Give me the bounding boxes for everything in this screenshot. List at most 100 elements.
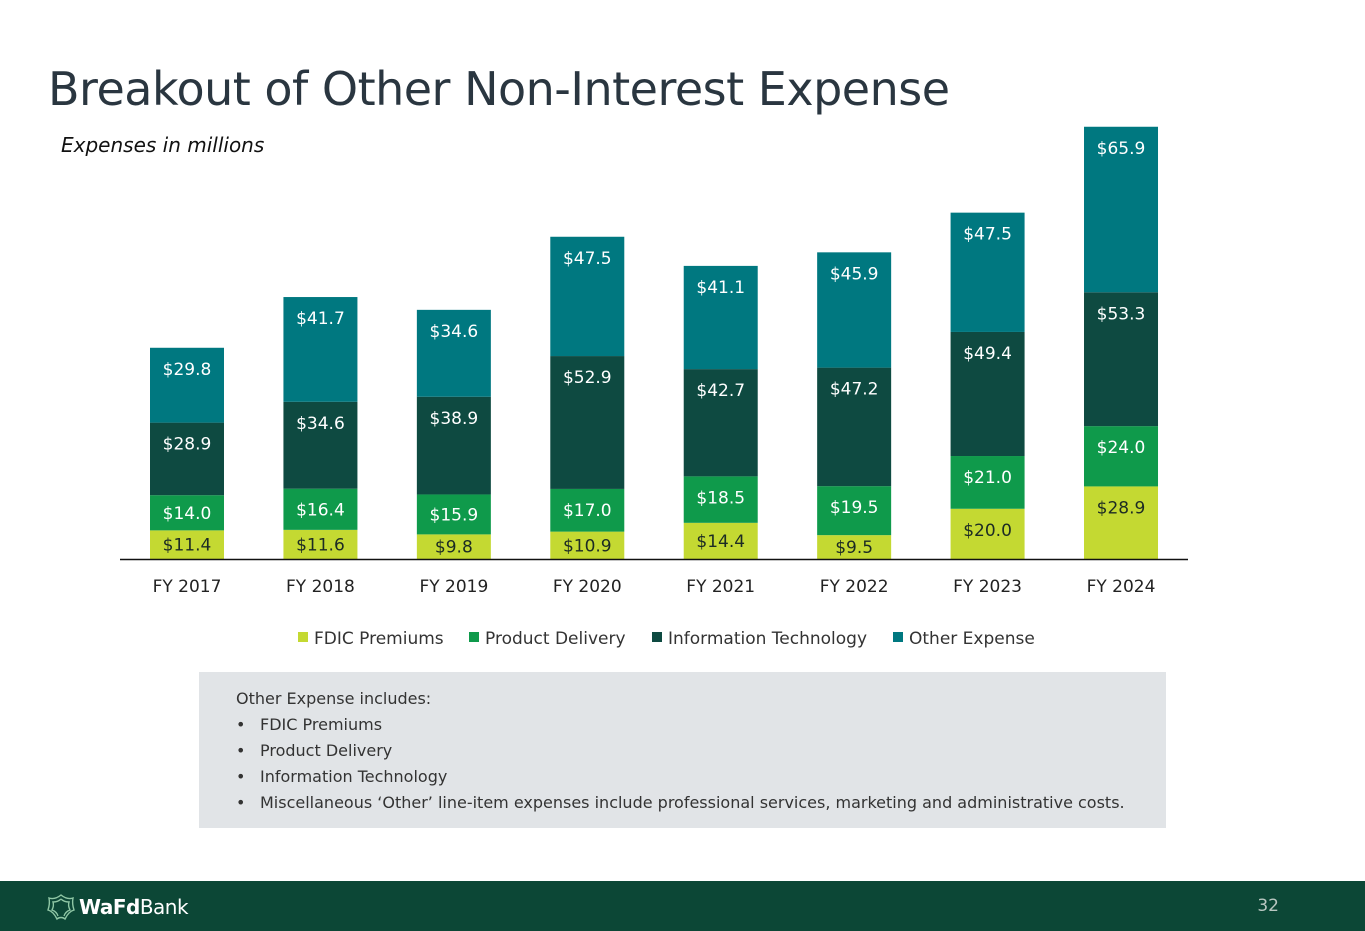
x-tick-label: FY 2022 [820, 577, 889, 597]
data-label: $41.7 [296, 309, 345, 329]
data-label: $49.4 [963, 344, 1012, 364]
stacked-bar-chart: $11.4 $14.0 $28.9 $29.8 FY 2017 $11.6 $16.4 $34… [120, 126, 1188, 649]
bar-segment [683, 522, 758, 559]
data-label: $20.0 [963, 521, 1012, 541]
data-label: $47.5 [563, 249, 612, 269]
data-label: $11.4 [163, 536, 212, 556]
data-label: $9.8 [435, 538, 473, 558]
data-label: $14.4 [696, 532, 745, 552]
data-label: $17.0 [563, 501, 612, 521]
note-heading: Other Expense includes: [236, 689, 432, 708]
bullet-icon: • [236, 793, 246, 812]
bar-segment [683, 369, 758, 477]
data-label: $14.0 [163, 504, 212, 524]
legend-label: Product Delivery [485, 629, 626, 649]
note-item-text: Product Delivery [260, 741, 393, 760]
data-label: $11.6 [296, 535, 345, 555]
footer-bar: WaFdBank 32 [0, 881, 1365, 931]
bar-segment [817, 252, 892, 368]
x-tick-label: FY 2018 [286, 577, 355, 597]
bar-segment [416, 494, 491, 535]
bar-segment [150, 422, 224, 496]
bar-segment [283, 488, 358, 530]
wafd-leaf-logo-icon [47, 894, 75, 921]
bar-segment [416, 396, 491, 495]
data-label: $9.5 [835, 538, 873, 558]
bar-segment [550, 356, 625, 489]
data-label: $47.5 [963, 225, 1012, 245]
legend-label: Information Technology [668, 629, 867, 649]
bar-segment [950, 212, 1025, 332]
bullet-icon: • [236, 767, 246, 786]
legend-swatch [298, 632, 308, 642]
page-title: Breakout of Other Non-Interest Expense [48, 62, 950, 116]
bar-segment [283, 401, 358, 489]
data-label: $38.9 [430, 409, 479, 429]
bar-segment [550, 488, 625, 532]
legend-swatch [469, 632, 479, 642]
data-label: $10.9 [563, 536, 612, 556]
bar-segment [283, 529, 358, 559]
data-label: $21.0 [963, 468, 1012, 488]
note-item: • Product Delivery [236, 738, 1166, 764]
data-label: $19.5 [830, 498, 879, 518]
other-expense-note: Other Expense includes: • FDIC Premiums •… [199, 672, 1166, 828]
brand-name: WaFdBank [79, 895, 189, 919]
note-list: • FDIC Premiums • Product Delivery • Inform… [236, 712, 1166, 816]
bar-segment [817, 367, 892, 487]
note-item: • Information Technology [236, 764, 1166, 790]
data-label: $41.1 [696, 278, 745, 298]
bar-segment [950, 331, 1025, 457]
brand-logo: WaFdBank [46, 893, 189, 921]
data-label: $45.9 [830, 264, 879, 284]
data-label: $29.8 [163, 360, 212, 380]
note-item: • Miscellaneous ‘Other’ line-item expense… [236, 790, 1166, 816]
x-tick-label: FY 2024 [1087, 577, 1156, 597]
data-label: $24.0 [1097, 438, 1146, 458]
bar-segment [683, 476, 758, 523]
bar-segment [1084, 126, 1159, 293]
bullet-icon: • [236, 741, 246, 760]
bar-segment [1084, 292, 1159, 427]
bar-segment [150, 347, 224, 423]
bar-segment [416, 534, 491, 559]
data-label: $53.3 [1097, 304, 1146, 324]
bar-segment [150, 530, 224, 559]
data-label: $16.4 [296, 500, 345, 520]
bar-segment [550, 531, 625, 559]
page-number: 32 [1257, 896, 1279, 916]
x-tick-label: FY 2023 [953, 577, 1022, 597]
x-tick-label: FY 2021 [686, 577, 755, 597]
bar-segment [416, 309, 491, 397]
bar-segment [150, 495, 224, 531]
x-tick-label: FY 2019 [419, 577, 488, 597]
bar-segment [683, 265, 758, 370]
bar-segment [283, 297, 358, 402]
bar-segment [550, 236, 625, 357]
bar-segment [1084, 486, 1159, 559]
data-label: $34.6 [296, 414, 345, 434]
data-label: $18.5 [696, 488, 745, 508]
data-label: $28.9 [1097, 498, 1146, 518]
data-label: $15.9 [430, 505, 479, 525]
bar-segment [950, 456, 1025, 509]
bar-segment [817, 486, 892, 536]
data-label: $65.9 [1097, 139, 1146, 159]
note-item: • FDIC Premiums [236, 712, 1166, 738]
bar-segment [817, 535, 892, 559]
bar-segment [950, 508, 1025, 559]
bar-segment [1084, 426, 1159, 487]
note-item-text: Miscellaneous ‘Other’ line-item expenses… [260, 793, 1125, 812]
chart-subtitle: Expenses in millions [61, 133, 265, 157]
x-tick-label: FY 2017 [153, 577, 222, 597]
x-tick-label: FY 2020 [553, 577, 622, 597]
data-label: $28.9 [163, 435, 212, 455]
note-item-text: Information Technology [260, 767, 448, 786]
note-item-text: FDIC Premiums [260, 715, 383, 734]
bullet-icon: • [236, 715, 246, 734]
legend-swatch [652, 632, 662, 642]
data-label: $34.6 [430, 322, 479, 342]
legend-label: FDIC Premiums [314, 629, 444, 649]
data-label: $52.9 [563, 368, 612, 388]
legend-swatch [893, 632, 903, 642]
